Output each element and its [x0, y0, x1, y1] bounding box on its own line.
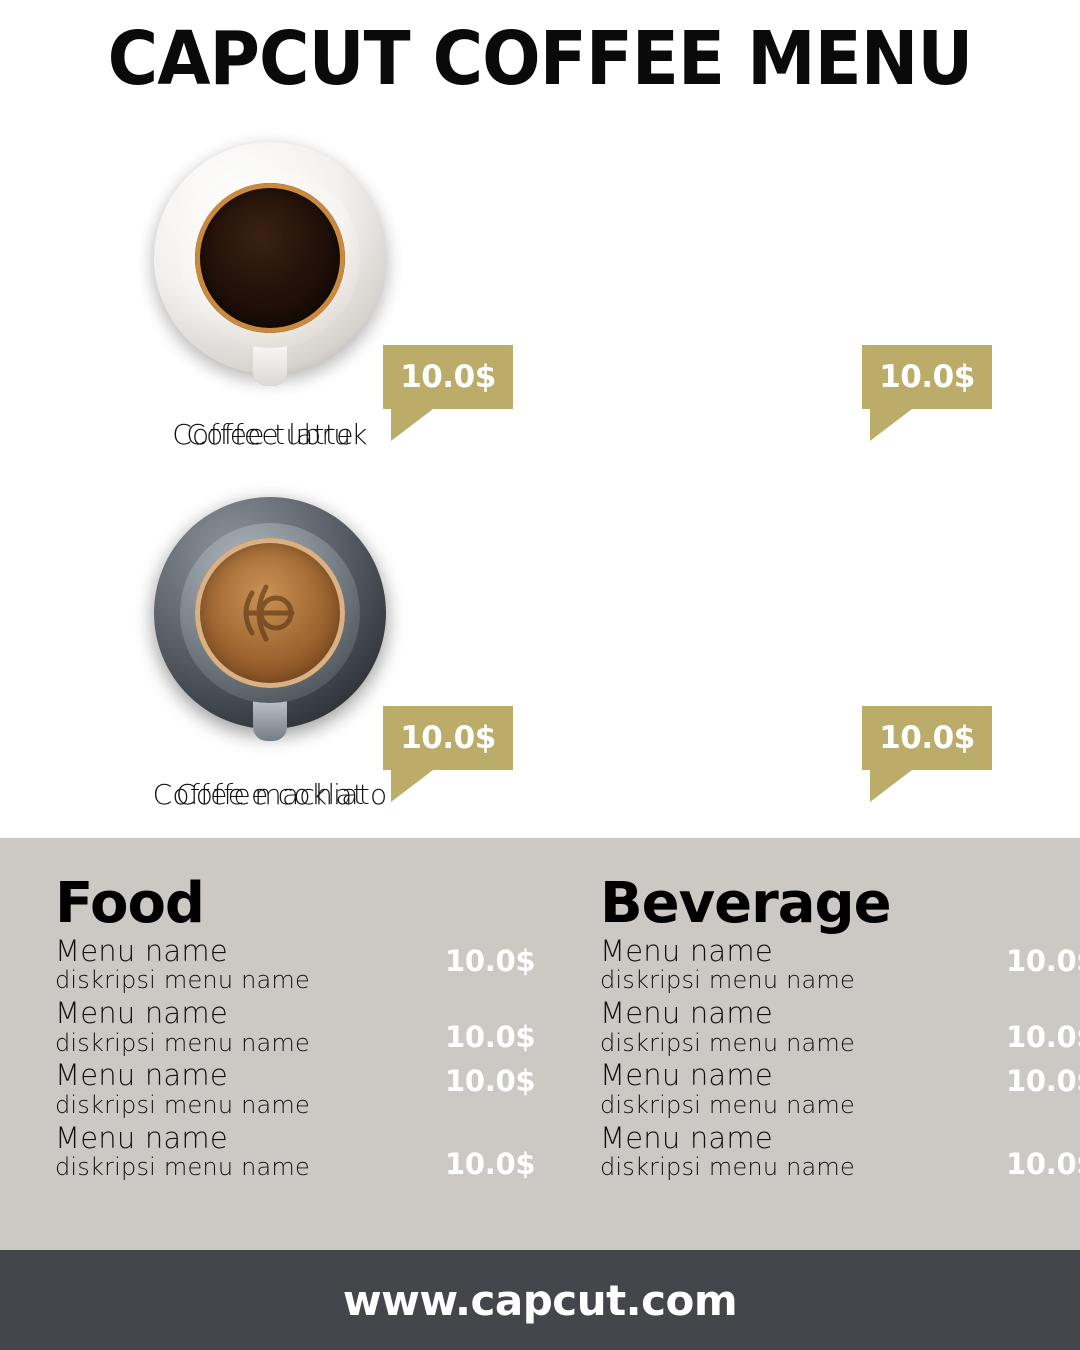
price-badge: 10.0$ [862, 706, 992, 802]
menu-item-name: Menu name [55, 934, 228, 968]
page-title: CAPCUT COFFEE MENU [107, 16, 974, 102]
menu-row-text: Menu name diskripsi menu name [600, 996, 980, 1057]
price-value: 10.0$ [400, 720, 496, 756]
menu-row-text: Menu name diskripsi menu name [600, 1120, 980, 1181]
menu-item-name: Menu name [55, 1120, 228, 1155]
menu-item-price: 10.0$ [445, 1064, 536, 1099]
menu-item-description: diskripsi menu name [55, 1090, 310, 1119]
menu-row-text: Menu name diskripsi menu name [55, 1058, 435, 1119]
menu-item-price: 10.0$ [1006, 1064, 1080, 1099]
coffee-cup-image-tubruk [150, 134, 390, 386]
price-badge: 10.0$ [862, 345, 992, 441]
chocolate-art-icon [243, 584, 295, 642]
price-badge: 10.0$ [383, 345, 513, 441]
menu-item-description: diskripsi menu name [600, 1090, 855, 1119]
menu-item-name: Menu name [600, 1058, 773, 1093]
coffee-item-card[interactable]: Coffee tubruk [0, 128, 540, 483]
menu-item-price: 10.0$ [445, 1146, 536, 1181]
menu-item-name: Menu name [600, 1120, 773, 1155]
coffee-cup-image-coklat [150, 489, 390, 741]
price-value: 10.0$ [400, 359, 496, 395]
coffee-item-label: Coffee machiato [152, 778, 388, 811]
price-badge: 10.0$ [383, 706, 513, 802]
coffee-item-label: Coffee coklat [175, 778, 365, 811]
price-value: 10.0$ [879, 720, 975, 756]
section-heading-food: Food [55, 871, 205, 936]
menu-row-text: Menu name diskripsi menu name [600, 1058, 980, 1119]
menu-row[interactable]: Menu name diskripsi menu name 10.0$ [55, 934, 555, 995]
menu-row-text: Menu name diskripsi menu name [600, 934, 980, 995]
menu-section-food: Food Menu name diskripsi menu name 10.0$… [55, 838, 555, 1185]
menu-rows-beverage: Menu name diskripsi menu name 10.0$ Menu… [600, 934, 1080, 1181]
section-heading-beverage: Beverage [600, 871, 892, 936]
price-value: 10.0$ [879, 359, 975, 395]
footer-bar: www.capcut.com [0, 1250, 1080, 1350]
menu-item-name: Menu name [600, 934, 773, 968]
coffee-liquid-shape [195, 183, 345, 333]
menu-row[interactable]: Menu name diskripsi menu name 10.0$ [600, 1058, 1080, 1119]
menu-rows-food: Menu name diskripsi menu name 10.0$ Menu… [55, 934, 555, 1181]
menu-item-name: Menu name [600, 996, 773, 1031]
menu-item-price: 10.0$ [445, 1020, 536, 1055]
menu-item-price: 10.0$ [1006, 944, 1080, 978]
menu-row[interactable]: Menu name diskripsi menu name 10.0$ [55, 996, 555, 1057]
menu-row-text: Menu name diskripsi menu name [55, 1120, 435, 1181]
menu-row[interactable]: Menu name diskripsi menu name 10.0$ [600, 1120, 1080, 1181]
coffee-item-label: Coffee tubruk [172, 418, 368, 451]
menu-item-price: 10.0$ [1006, 1020, 1080, 1055]
menu-item-description: diskripsi menu name [600, 966, 855, 995]
menu-item-name: Menu name [55, 996, 228, 1031]
website-url[interactable]: www.capcut.com [342, 1275, 738, 1325]
menu-row[interactable]: Menu name diskripsi menu name 10.0$ [55, 1058, 555, 1119]
coffee-liquid-shape [195, 538, 345, 688]
menu-item-name: Menu name [55, 1058, 228, 1093]
coffee-item-card[interactable]: Coffee coklat [0, 483, 540, 838]
menu-item-description: diskripsi menu name [55, 1152, 310, 1181]
menu-row-text: Menu name diskripsi menu name [55, 934, 435, 995]
menu-item-description: diskripsi menu name [55, 1028, 310, 1057]
coffee-item-label: Coffee latte [186, 418, 354, 451]
menu-row-text: Menu name diskripsi menu name [55, 996, 435, 1057]
menu-item-description: diskripsi menu name [600, 1152, 855, 1181]
menu-row[interactable]: Menu name diskripsi menu name 10.0$ [600, 996, 1080, 1057]
menu-item-price: 10.0$ [1006, 1146, 1080, 1181]
menu-list-panel: Food Menu name diskripsi menu name 10.0$… [0, 838, 1080, 1250]
menu-row[interactable]: Menu name diskripsi menu name 10.0$ [55, 1120, 555, 1181]
menu-row[interactable]: Menu name diskripsi menu name 10.0$ [600, 934, 1080, 995]
menu-item-description: diskripsi menu name [55, 966, 310, 995]
menu-item-description: diskripsi menu name [600, 1028, 855, 1057]
menu-section-beverage: Beverage Menu name diskripsi menu name 1… [600, 838, 1080, 1185]
menu-item-price: 10.0$ [445, 944, 536, 978]
coffee-item-grid: Coffee latte Coffee tubruk Coffee machia… [0, 128, 1080, 838]
